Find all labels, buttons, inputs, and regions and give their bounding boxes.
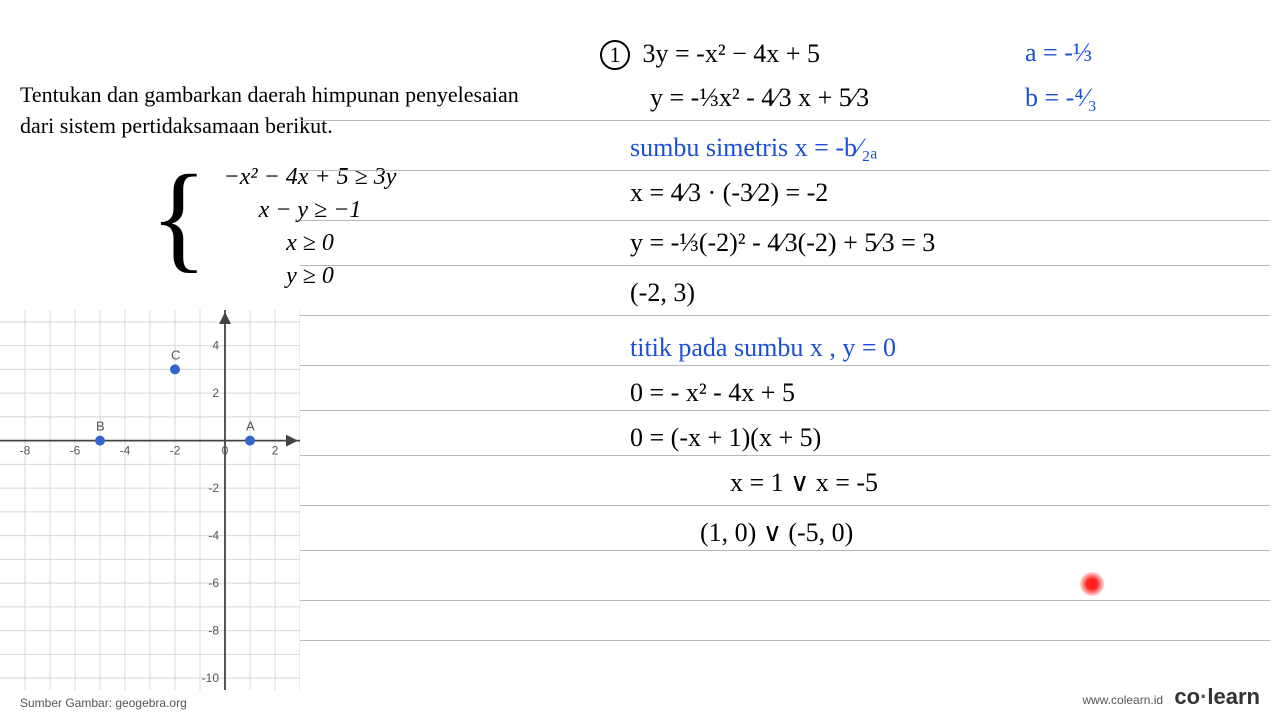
ruled-line [300,410,1270,411]
ruled-line [300,315,1270,316]
svg-text:-8: -8 [20,444,31,458]
ruled-line [300,550,1270,551]
svg-text:4: 4 [212,339,219,353]
handwritten-line: sumbu simetris x = -b⁄₂ₐ [630,135,878,161]
source-label: Sumber Gambar: geogebra.org [20,696,187,710]
svg-text:-2: -2 [208,481,219,495]
svg-text:-6: -6 [70,444,81,458]
brace-icon: { [150,157,208,277]
handwritten-line: titik pada sumbu x , y = 0 [630,335,896,361]
handwritten-line: 0 = (-x + 1)(x + 5) [630,425,821,451]
ruled-line [300,455,1270,456]
handwritten-line: 0 = - x² - 4x + 5 [630,380,795,406]
ruled-line [300,265,1270,266]
ruled-line [300,120,1270,121]
ruled-line [300,365,1270,366]
footer-right: www.colearn.id co·learn [1082,684,1260,710]
handwritten-line: (-2, 3) [630,280,695,306]
svg-text:-10: -10 [202,671,220,685]
handwritten-line: b = -⁴⁄₃ [1025,85,1097,111]
equation-system: { −x² − 4x + 5 ≥ 3y x − y ≥ −1 x ≥ 0 y ≥… [125,162,455,293]
equation-2: x − y ≥ −1 [165,195,455,226]
problem-text: Tentukan dan gambarkan daerah himpunan p… [20,80,560,142]
svg-text:A: A [246,419,255,434]
problem-panel: Tentukan dan gambarkan daerah himpunan p… [20,80,560,294]
brand-logo: co·learn [1174,684,1260,709]
equation-3: x ≥ 0 [165,228,455,259]
coordinate-graph: -8 -6 -4 -2 0 2 -10 -8 -6 -4 -2 2 4 A B C [0,310,300,690]
svg-text:-4: -4 [120,444,131,458]
svg-text:-2: -2 [170,444,181,458]
problem-line2: dari sistem pertidaksamaan berikut. [20,113,333,138]
ruled-line [300,170,1270,171]
handwritten-line: (1, 0) ∨ (-5, 0) [700,520,853,546]
handwritten-line: x = 1 ∨ x = -5 [730,470,878,496]
problem-line1: Tentukan dan gambarkan daerah himpunan p… [20,82,519,107]
handwriting-panel: 1 3y = -x² − 4x + 5 a = -⅓ y = -⅓x² - 4⁄3 … [600,40,1270,680]
svg-text:-4: -4 [208,529,219,543]
handwritten-line: 1 3y = -x² − 4x + 5 [600,40,820,70]
svg-text:2: 2 [212,386,219,400]
svg-text:B: B [96,419,105,434]
brand-part1: co [1174,684,1200,709]
handwritten-line: a = -⅓ [1025,40,1092,66]
svg-text:-6: -6 [208,576,219,590]
svg-text:0: 0 [222,444,229,458]
ruled-line [300,505,1270,506]
graph-panel: -8 -6 -4 -2 0 2 -10 -8 -6 -4 -2 2 4 A B C [0,310,300,690]
svg-text:2: 2 [272,444,279,458]
equation-1: −x² − 4x + 5 ≥ 3y [165,162,455,193]
footer-url: www.colearn.id [1082,693,1163,707]
handwritten-line: y = -⅓(-2)² - 4⁄3(-2) + 5⁄3 = 3 [630,230,935,256]
laser-pointer-icon [1080,572,1104,596]
svg-text:C: C [171,347,180,362]
handwritten-line: x = 4⁄3 · (-3⁄2) = -2 [630,180,828,206]
ruled-line [300,640,1270,641]
brand-part2: learn [1207,684,1260,709]
ruled-line [300,600,1270,601]
handwritten-line: y = -⅓x² - 4⁄3 x + 5⁄3 [650,85,869,111]
ruled-line [300,220,1270,221]
svg-text:-8: -8 [208,624,219,638]
